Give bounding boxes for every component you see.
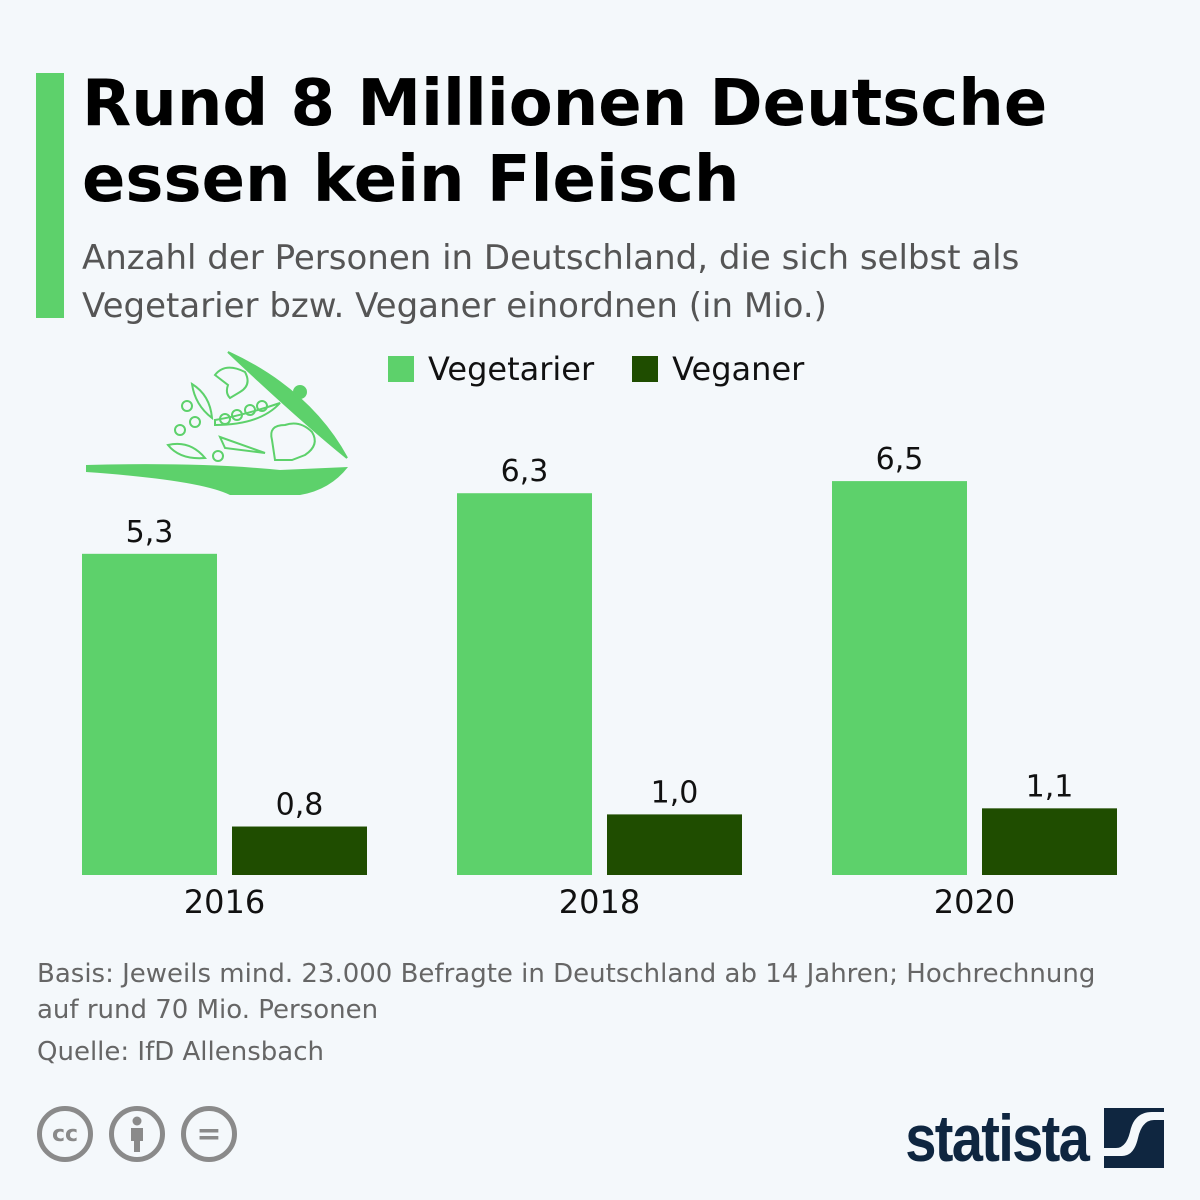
legend-item-vegetarier: Vegetarier [388, 350, 594, 388]
bar-vegetarier-2020 [832, 481, 967, 875]
bar-veganer-2018 [607, 814, 742, 875]
cc-text: cc [51, 1121, 79, 1147]
chart-title: Rund 8 Millionen Deutsche essen kein Fle… [82, 67, 1048, 217]
bar-vegetarier-2018 [457, 493, 592, 875]
bar-veganer-2016 [232, 826, 367, 875]
logo-text: statista [905, 1101, 1090, 1175]
data-label: 6,5 [876, 442, 924, 477]
data-label: 1,1 [1026, 769, 1074, 804]
legend-swatch [632, 356, 659, 382]
legend-label: Veganer [672, 350, 805, 388]
no-derivatives-icon[interactable]: = [181, 1106, 237, 1162]
accent-bar [36, 73, 64, 318]
person-icon [131, 1116, 143, 1152]
x-tick-label: 2016 [184, 883, 265, 921]
bar-vegetarier-2016 [82, 553, 217, 875]
statista-logo[interactable]: statista [873, 1100, 1164, 1176]
legend-label: Vegetarier [428, 350, 595, 388]
bar-chart: 5,3 0,8 2016 6,3 1,0 2018 6,5 1,1 2020 [82, 351, 1117, 921]
eq-text: = [196, 1116, 222, 1152]
footer-basis: Basis: Jeweils mind. 23.000 Befragte in … [37, 959, 1096, 1025]
legend-item-veganer: Veganer [632, 350, 804, 388]
legend: Vegetarier Veganer [388, 350, 842, 388]
x-tick-label: 2020 [934, 883, 1015, 921]
chart-subtitle: Anzahl der Personen in Deutschland, die … [82, 238, 1020, 326]
footer-source: Quelle: IfD Allensbach [37, 1037, 324, 1067]
data-label: 0,8 [276, 788, 324, 823]
data-label: 1,0 [651, 775, 699, 810]
vegetables-pan-icon [86, 351, 348, 495]
cc-icon[interactable]: cc [37, 1106, 93, 1162]
attribution-icon[interactable] [109, 1106, 165, 1162]
data-label: 5,3 [126, 515, 174, 550]
legend-swatch [388, 356, 414, 382]
x-tick-label: 2018 [559, 883, 640, 921]
statista-logo-mark [1104, 1108, 1164, 1168]
data-label: 6,3 [501, 454, 549, 489]
bar-veganer-2020 [982, 808, 1117, 875]
